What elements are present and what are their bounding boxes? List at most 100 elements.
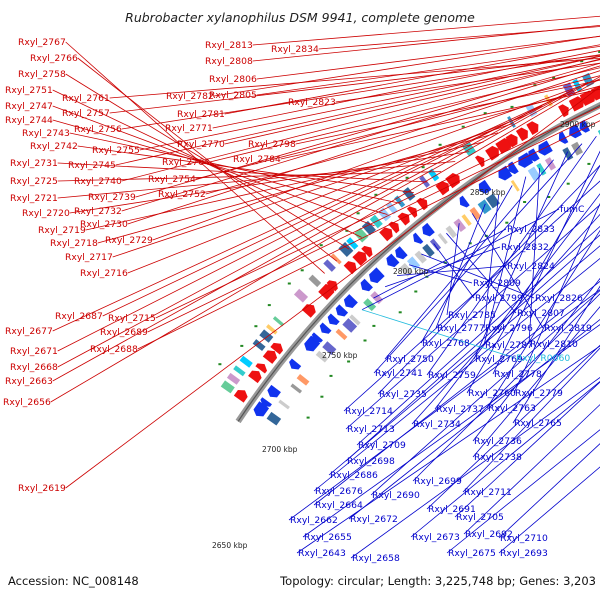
reverse-gene-label-leader bbox=[512, 285, 600, 424]
forward-gene bbox=[406, 206, 418, 218]
forward-gene-label: Rxyl_2805 bbox=[209, 90, 257, 101]
cog-feature bbox=[453, 218, 467, 233]
reverse-gene-label-leader bbox=[498, 443, 600, 539]
cog-feature bbox=[422, 243, 435, 258]
forward-gene-label-leader bbox=[212, 50, 600, 129]
forward-gene-label: Rxyl_2751 bbox=[5, 85, 53, 96]
reverse-gene-label-leader bbox=[446, 232, 517, 314]
marker-tick bbox=[240, 344, 244, 347]
marker-tick bbox=[345, 229, 349, 232]
reverse-gene-label: Rxyl_2777 bbox=[437, 323, 485, 334]
cog-feature bbox=[233, 365, 246, 377]
cog-feature bbox=[323, 259, 336, 272]
forward-gene-label-leader bbox=[280, 88, 600, 160]
forward-gene-label-leader bbox=[57, 81, 589, 368]
rna-gene-label-leader bbox=[361, 309, 516, 359]
reverse-gene bbox=[386, 253, 400, 268]
marker-tick bbox=[468, 242, 472, 245]
reverse-gene-label-leader bbox=[313, 280, 600, 506]
forward-gene-label: Rxyl_2677 bbox=[5, 326, 53, 337]
reverse-gene-label-leader bbox=[412, 293, 600, 482]
forward-gene-label-leader bbox=[195, 75, 600, 180]
forward-gene-label: Rxyl_2619 bbox=[18, 483, 66, 494]
reverse-gene-label-leader bbox=[463, 404, 600, 535]
forward-gene-label: Rxyl_2663 bbox=[5, 376, 53, 387]
cog-feature bbox=[562, 147, 574, 161]
forward-gene-label-leader bbox=[155, 106, 600, 319]
marker-tick bbox=[566, 182, 570, 185]
forward-gene bbox=[379, 227, 393, 242]
marker-tick bbox=[421, 166, 425, 169]
reverse-gene-label: Rxyl_2676 bbox=[315, 486, 363, 497]
cog-feature bbox=[477, 199, 492, 215]
reverse-gene-label-leader bbox=[446, 223, 460, 316]
cog-feature bbox=[414, 250, 427, 264]
forward-gene-label-leader bbox=[65, 86, 600, 489]
forward-gene-label: Rxyl_2806 bbox=[209, 74, 257, 85]
forward-gene-label: Rxyl_2731 bbox=[10, 158, 58, 169]
marker-tick bbox=[405, 176, 409, 179]
reverse-gene-label: Rxyl_2691 bbox=[428, 504, 476, 515]
forward-gene-label-leader bbox=[57, 89, 573, 352]
map-title: Rubrobacter xylanophilus DSM 9941, compl… bbox=[125, 10, 475, 25]
reverse-gene bbox=[413, 232, 424, 244]
forward-gene-label-leader bbox=[109, 57, 600, 99]
forward-gene-label-leader bbox=[256, 45, 600, 96]
forward-gene bbox=[397, 212, 410, 226]
forward-gene-label-leader bbox=[209, 67, 600, 163]
reverse-gene-label: Rxyl_2655 bbox=[304, 532, 352, 543]
cog-feature bbox=[226, 372, 241, 385]
reverse-gene-label: Rxyl_2737 bbox=[436, 404, 484, 415]
reverse-gene-label: Rxyl_2714 bbox=[345, 406, 393, 417]
marker-tick bbox=[510, 105, 514, 108]
reverse-gene-label: Rxyl_2692 bbox=[465, 529, 513, 540]
forward-gene-label-leader bbox=[252, 15, 600, 46]
reverse-gene bbox=[343, 294, 358, 308]
marker-tick bbox=[505, 221, 509, 224]
reverse-gene-label-leader bbox=[345, 204, 600, 430]
rna-gene-label: Rxyl_R0060 bbox=[516, 353, 570, 364]
reverse-gene bbox=[528, 148, 540, 162]
forward-gene-label-leader bbox=[77, 57, 338, 262]
forward-gene-label-leader bbox=[121, 58, 600, 182]
reverse-gene-label: Rxyl_2768 bbox=[422, 338, 470, 349]
reverse-gene bbox=[395, 246, 408, 260]
forward-gene-label: Rxyl_2739 bbox=[88, 192, 136, 203]
cog-feature bbox=[437, 232, 448, 245]
forward-gene-label-leader bbox=[252, 24, 600, 62]
forward-gene-label-leader bbox=[109, 55, 600, 114]
forward-gene-label: Rxyl_2744 bbox=[5, 115, 53, 126]
forward-gene bbox=[301, 304, 316, 318]
reverse-gene-label: Rxyl_2738 bbox=[474, 452, 522, 463]
reverse-gene bbox=[304, 335, 321, 352]
cog-feature bbox=[220, 380, 235, 394]
marker-tick bbox=[461, 125, 465, 128]
forward-gene-label-leader bbox=[295, 79, 600, 145]
reverse-gene-label-leader bbox=[343, 180, 600, 412]
forward-gene bbox=[485, 145, 499, 161]
forward-gene bbox=[475, 155, 485, 168]
label-leader-lines bbox=[50, 15, 600, 559]
forward-gene-label: Rxyl_2668 bbox=[10, 362, 58, 373]
cog-feature bbox=[349, 314, 361, 326]
forward-gene-label: Rxyl_2719 bbox=[38, 225, 86, 236]
marker-tick bbox=[287, 282, 291, 285]
forward-gene bbox=[248, 370, 262, 384]
forward-gene-label: Rxyl_2761 bbox=[62, 93, 110, 104]
forward-gene bbox=[505, 133, 518, 148]
reverse-gene-label-leader bbox=[288, 289, 600, 521]
kbp-label: 2850 kbp bbox=[470, 188, 506, 197]
reverse-gene-label: Rxyl_2750 bbox=[386, 354, 434, 365]
forward-gene-label-leader bbox=[52, 97, 558, 332]
reverse-gene-label: Rxyl_2672 bbox=[350, 514, 398, 525]
forward-gene-label: Rxyl_2687 bbox=[55, 311, 103, 322]
marker-tick bbox=[398, 311, 402, 314]
marker-tick bbox=[320, 395, 324, 398]
reverse-gene-label-leader bbox=[377, 164, 600, 395]
forward-gene-label: Rxyl_2784 bbox=[233, 154, 281, 165]
reverse-gene-label-leader bbox=[472, 306, 600, 458]
cog-feature bbox=[536, 162, 547, 176]
cog-feature bbox=[510, 179, 520, 192]
reverse-gene-label-leader bbox=[302, 324, 600, 538]
forward-gene-label-leader bbox=[65, 73, 350, 250]
